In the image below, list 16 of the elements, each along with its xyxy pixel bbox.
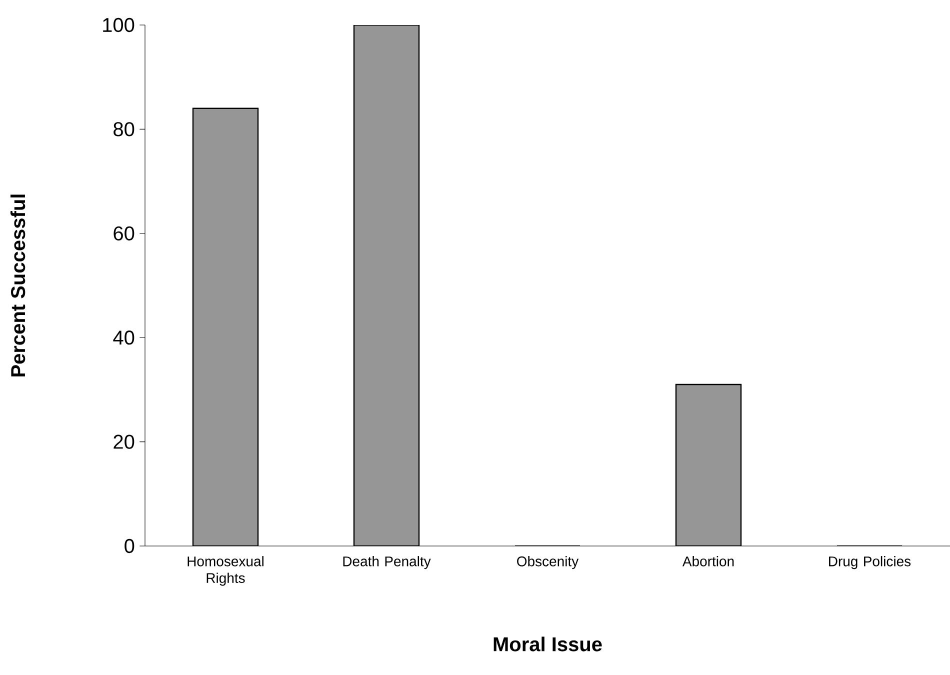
y-tick-label: 0 [124,538,134,554]
y-tick-label: 100 [103,18,134,32]
x-tick-label: Abortion [682,556,734,566]
bar [675,384,742,546]
y-tick-label: 60 [114,226,134,240]
x-tick-label: Death Penalty [343,556,431,570]
x-axis-title: Moral Issue [494,636,602,652]
x-tick-label: Drug Policies [829,556,911,570]
y-tick-label: 80 [114,122,134,136]
bar [192,108,259,546]
bar [353,24,420,546]
y-tick-label: 40 [113,330,134,345]
x-tick-label: Obscenity [517,556,579,570]
y-axis-title: Percent Successful [10,194,26,376]
x-tick-label: Homosexual Rights [188,556,264,586]
y-tick-label: 20 [114,434,134,449]
